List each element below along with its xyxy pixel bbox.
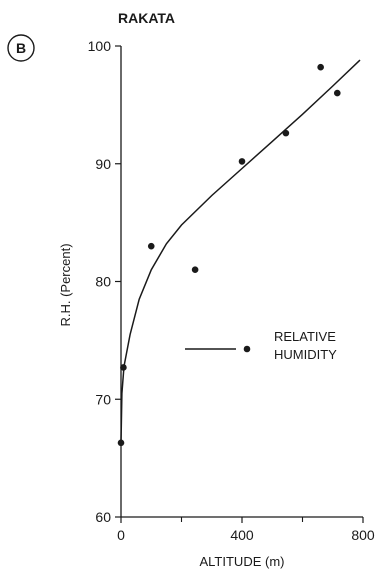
data-point	[147, 242, 155, 250]
legend-label-line-1: RELATIVE	[274, 329, 336, 344]
x-ticks: 0 400 800	[117, 517, 375, 543]
y-tick-label: 90	[95, 156, 111, 172]
legend-point-sample	[243, 345, 251, 353]
data-points	[117, 63, 341, 447]
x-tick-label: 800	[351, 527, 375, 543]
y-tick-label: 60	[95, 509, 111, 525]
data-point	[117, 439, 125, 447]
legend: RELATIVE HUMIDITY	[185, 329, 337, 362]
panel-label: B	[16, 40, 26, 56]
data-point	[282, 129, 290, 137]
y-tick-label: 80	[95, 274, 111, 290]
chart-title: RAKATA	[118, 10, 175, 26]
y-ticks: 60 70 80 90 100	[88, 38, 121, 525]
data-point	[317, 63, 324, 71]
data-point	[191, 266, 199, 274]
data-point	[238, 158, 246, 165]
panel-label-circle	[7, 34, 35, 62]
data-point	[120, 364, 127, 371]
y-tick-label: 70	[95, 391, 111, 407]
data-point	[333, 89, 341, 97]
y-axis-label: R.H. (Percent)	[58, 243, 73, 326]
x-tick-label: 0	[117, 527, 125, 543]
x-axis-label: ALTITUDE (m)	[200, 554, 285, 569]
legend-label-line-2: HUMIDITY	[274, 347, 337, 362]
fit-line	[120, 59, 361, 443]
x-tick-label: 400	[230, 527, 254, 543]
y-tick-label: 100	[88, 38, 112, 54]
